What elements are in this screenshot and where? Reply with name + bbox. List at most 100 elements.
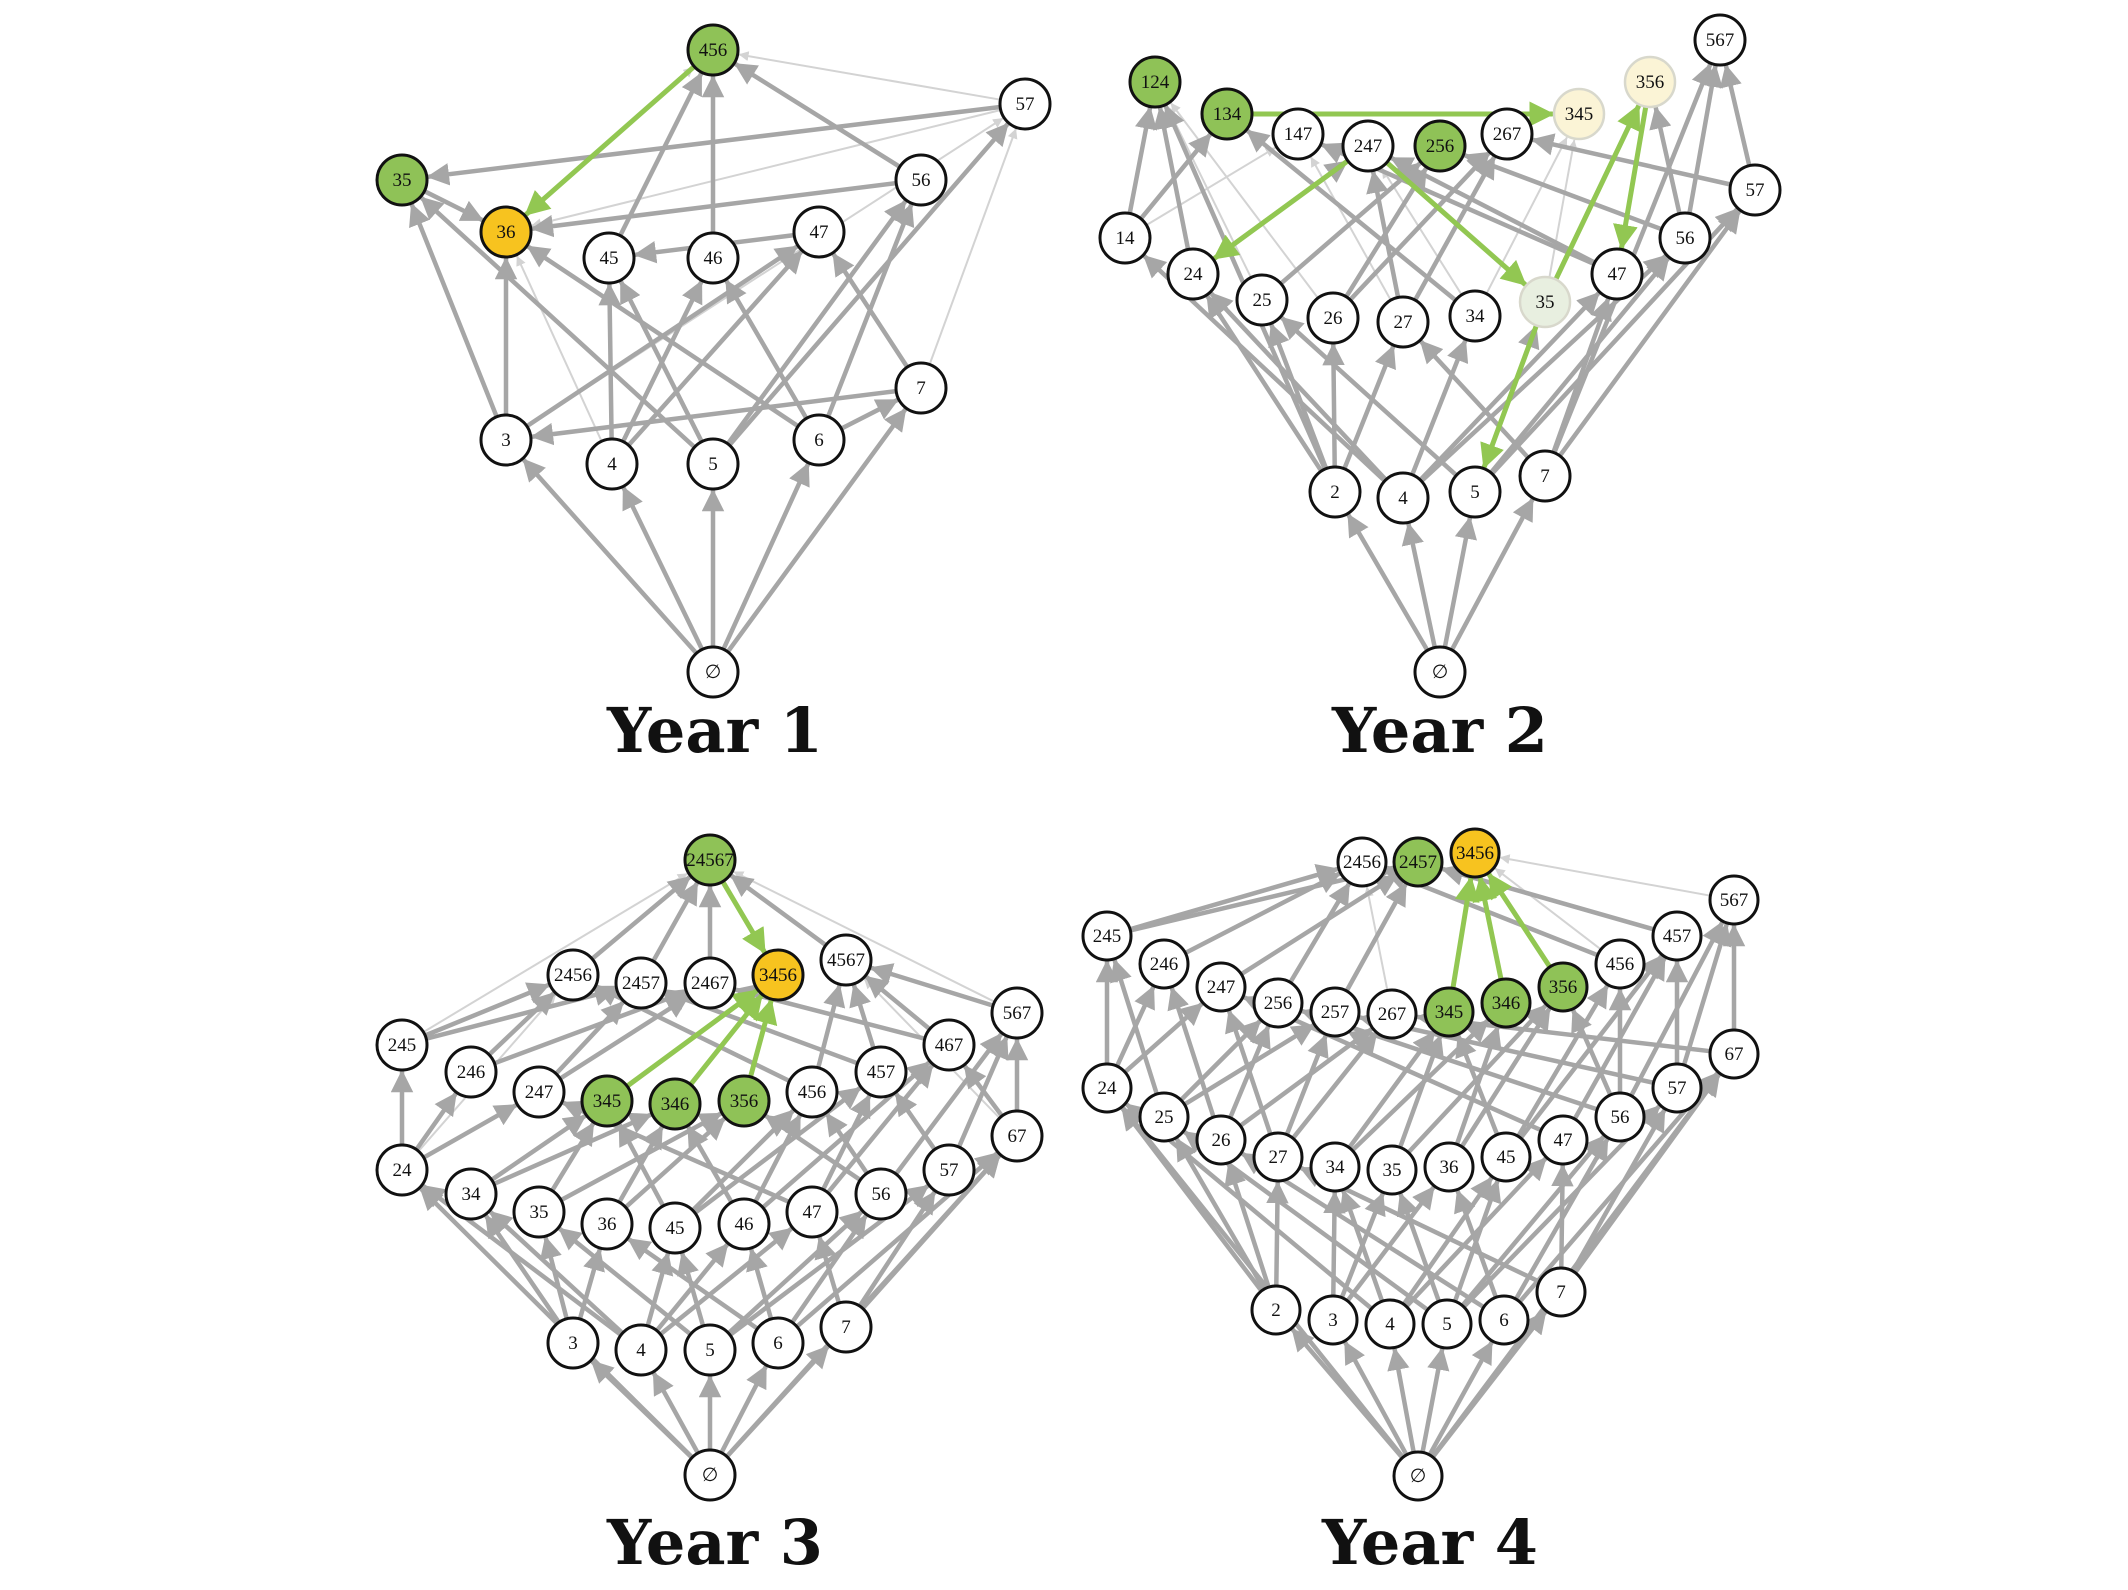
node-circle [686, 645, 740, 699]
node-47: 47 [792, 205, 846, 259]
edge-6-to-36 [1454, 1189, 1499, 1300]
node-label: 124 [1141, 72, 1170, 93]
edge-256-to-2456 [1288, 882, 1351, 985]
node-label: ∅ [702, 1465, 719, 1486]
node-4567: 4567 [819, 933, 873, 987]
edge-empty-set-to-6 [721, 462, 811, 652]
node-56: 56 [854, 1167, 908, 1221]
edge-56-to-356 [1571, 1008, 1613, 1098]
node-label: 47 [1554, 1130, 1573, 1151]
edge-245-to-2456 [1127, 864, 1340, 932]
edge-4-to-34 [1339, 1189, 1385, 1304]
edge-346-to-3456 [1472, 876, 1504, 982]
node-circle [686, 437, 740, 491]
edge-empty-set-to-5 [1442, 516, 1477, 650]
edge-2-to-25 [1174, 1137, 1267, 1292]
edge-4-to-45 [598, 282, 621, 442]
edge-4-to-24 [1209, 291, 1389, 483]
edge-456-to-3456 [1494, 867, 1602, 951]
edge-56-to-356 [1649, 106, 1682, 216]
node-34: 34 [1309, 1141, 1361, 1193]
node-label: 56 [872, 1184, 891, 1205]
edge-2-to-24 [1205, 294, 1324, 474]
node-circle [1448, 465, 1502, 519]
node-label: 34 [462, 1184, 482, 1205]
edge-14-to-147 [1145, 146, 1276, 227]
node-7: 7 [819, 1300, 873, 1354]
node-circle [580, 1074, 634, 1128]
node-label: 245 [388, 1035, 417, 1056]
node-circle [1537, 1114, 1589, 1166]
edge-layer [1127, 62, 1752, 653]
node-label: 2456 [554, 965, 592, 986]
edge-4-to-45 [1401, 1176, 1494, 1307]
node-267: 267 [1366, 988, 1418, 1040]
node-label: 56 [1611, 1107, 1630, 1128]
edge-35-to-356 [558, 1111, 723, 1203]
node-circle [444, 1045, 498, 1099]
node-567: 567 [990, 986, 1044, 1040]
node-label: 2 [1330, 482, 1340, 503]
panel-title-year-2: Year 2 [1331, 694, 1548, 767]
node-36: 36 [1423, 1141, 1475, 1193]
node-circle [1195, 961, 1247, 1013]
node-4: 4 [1376, 471, 1430, 525]
node-5: 5 [686, 437, 740, 491]
edge-346-to-3456 [688, 993, 764, 1087]
node-4: 4 [614, 1323, 668, 1377]
node-246: 246 [1138, 938, 1190, 990]
edge-empty-set-to-7 [725, 407, 908, 655]
edge-34-to-345 [489, 1113, 587, 1183]
node-circle [1518, 275, 1572, 329]
edge-24-to-247 [1122, 1001, 1204, 1075]
edge-35-to-5 [1480, 323, 1539, 470]
edge-356-to-3456 [1486, 872, 1553, 970]
edge-567-to-3456 [1499, 854, 1712, 897]
edge-457-to-4567 [849, 983, 876, 1051]
edge-35-to-345 [549, 1121, 596, 1193]
node-label: 456 [699, 40, 728, 61]
node-247: 247 [1195, 961, 1247, 1013]
node-245: 245 [1081, 910, 1133, 962]
edge-4-to-47 [1404, 1156, 1548, 1309]
node-label: 456 [1606, 954, 1635, 975]
edge-345-to-3456 [1450, 876, 1480, 991]
node-circle [819, 933, 873, 987]
node-45: 45 [582, 231, 636, 285]
edge-4-to-34 [488, 1210, 625, 1336]
node-2: 2 [1250, 1284, 1302, 1336]
node-circle [683, 1323, 737, 1377]
node-3: 3 [546, 1316, 600, 1370]
edge-57-to-35 [426, 104, 1003, 186]
node-circle [1235, 273, 1289, 327]
node-label: 27 [1269, 1147, 1288, 1168]
node-label: 36 [497, 222, 516, 243]
node-circle [1376, 295, 1430, 349]
node-label: 2 [1271, 1300, 1281, 1321]
node-36: 36 [479, 205, 533, 259]
edge-empty-set-to-3 [521, 457, 699, 656]
node-346: 346 [648, 1077, 702, 1131]
node-circle [648, 1077, 702, 1131]
node-label: 5 [708, 454, 718, 475]
node-label: 257 [1321, 1002, 1350, 1023]
node-256: 256 [1252, 977, 1304, 1029]
node-label: 5 [1442, 1314, 1452, 1335]
node-circle [648, 1201, 702, 1255]
edge-empty-set-to-6 [1427, 1340, 1494, 1458]
node-circle [1341, 119, 1395, 173]
node-circle [1708, 874, 1760, 926]
node-label: 47 [1608, 264, 1627, 285]
node-circle [1423, 986, 1475, 1038]
edge-empty-set-to-4 [651, 1371, 701, 1456]
node-label: 456 [798, 1082, 827, 1103]
edge-empty-set-to-4 [1401, 522, 1438, 650]
edge-27-to-257 [1284, 1033, 1329, 1137]
node-57: 57 [998, 77, 1052, 131]
edge-47-to-247 [1389, 156, 1598, 265]
edge-24-to-124 [1153, 106, 1191, 252]
panel-title-year-4: Year 4 [1321, 1506, 1538, 1579]
node-circle [1413, 645, 1467, 699]
